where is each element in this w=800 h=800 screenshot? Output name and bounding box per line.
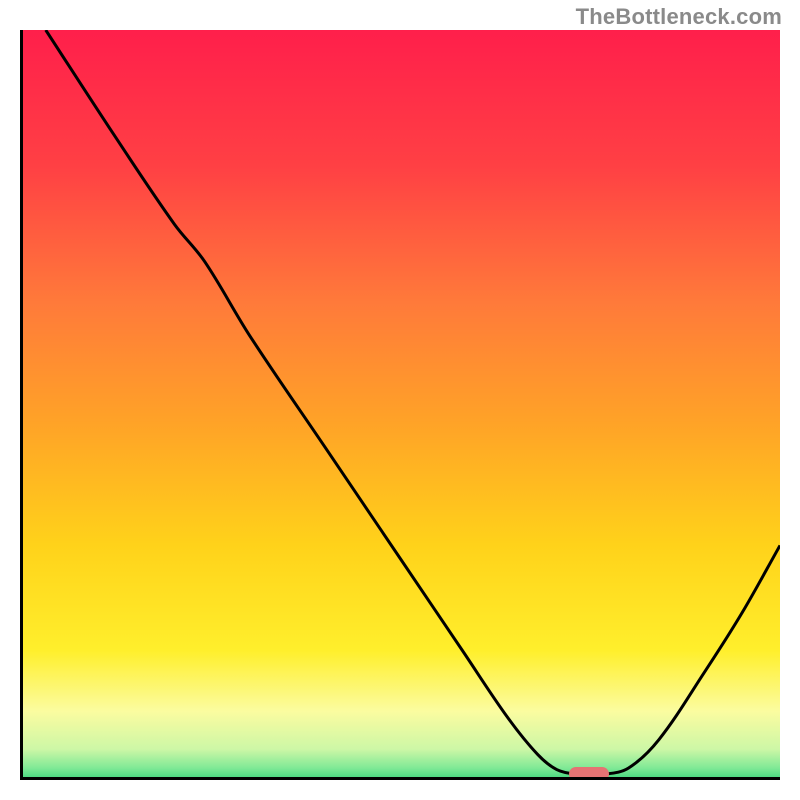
trough-marker — [569, 767, 609, 780]
chart-container: TheBottleneck.com — [0, 0, 800, 800]
plot-area — [20, 30, 780, 780]
watermark-text: TheBottleneck.com — [576, 4, 782, 30]
bottleneck-curve — [23, 30, 780, 777]
